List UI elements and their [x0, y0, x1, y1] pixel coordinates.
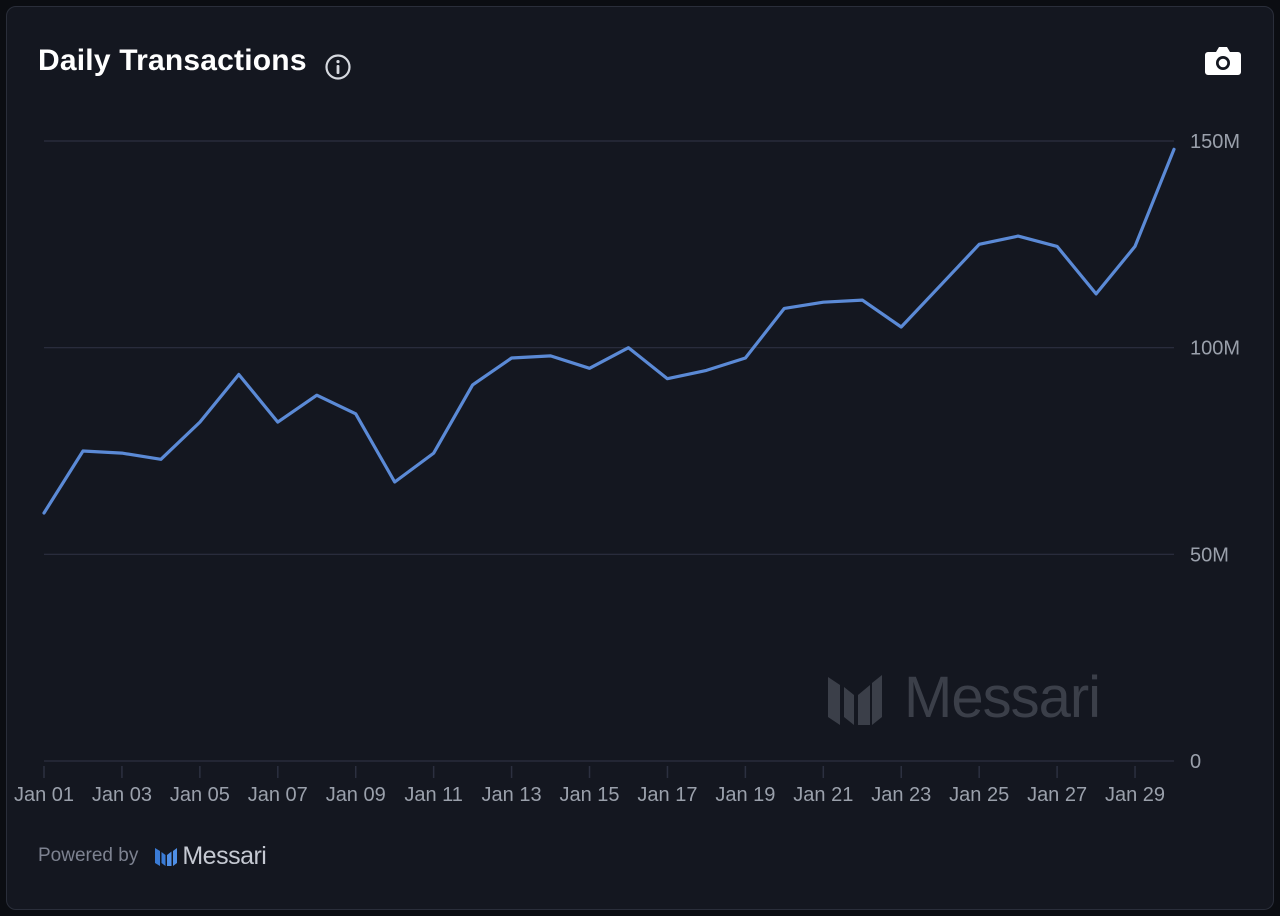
data-point[interactable]: [972, 237, 986, 251]
data-point[interactable]: [777, 301, 791, 315]
x-tick-label: Jan 03: [92, 784, 152, 806]
data-point[interactable]: [933, 279, 947, 293]
x-tick-label: Jan 13: [482, 784, 542, 806]
data-point[interactable]: [154, 452, 168, 466]
data-point[interactable]: [427, 446, 441, 460]
data-point[interactable]: [738, 351, 752, 365]
x-tick-label: Jan 09: [326, 784, 386, 806]
data-point[interactable]: [660, 372, 674, 386]
x-tick-label: Jan 01: [14, 784, 74, 806]
messari-brand-text: Messari: [182, 841, 267, 870]
data-point[interactable]: [699, 363, 713, 377]
x-tick-label: Jan 07: [248, 784, 308, 806]
x-tick-label: Jan 29: [1105, 784, 1165, 806]
data-point[interactable]: [37, 506, 51, 520]
series-line[interactable]: [42, 147, 1176, 515]
data-point[interactable]: [505, 351, 519, 365]
data-point[interactable]: [621, 341, 635, 355]
data-point[interactable]: [232, 368, 246, 382]
messari-footer-link[interactable]: Messari: [154, 841, 267, 871]
data-point[interactable]: [115, 446, 129, 460]
x-tick-label: Jan 21: [793, 784, 853, 806]
x-tick-label: Jan 23: [871, 784, 931, 806]
data-point[interactable]: [76, 444, 90, 458]
line-chart: 0 50M 100M 150M Jan 01 Jan 03 Jan 05 Jan 07 Jan…: [14, 131, 1240, 806]
chart-card: [6, 6, 1274, 910]
data-point[interactable]: [894, 320, 908, 334]
data-point[interactable]: [388, 475, 402, 489]
x-tick-label: Jan 05: [170, 784, 230, 806]
y-tick-label: 50M: [1190, 544, 1229, 566]
y-tick-label: 150M: [1190, 131, 1240, 153]
data-point[interactable]: [1011, 229, 1025, 243]
data-point[interactable]: [310, 388, 324, 402]
data-point[interactable]: [1167, 142, 1181, 156]
data-point[interactable]: [583, 361, 597, 375]
x-tick-label: Jan 27: [1027, 784, 1087, 806]
messari-logo-icon: [155, 848, 178, 866]
info-circle-icon[interactable]: [324, 53, 352, 81]
data-point[interactable]: [271, 415, 285, 429]
powered-by-label: Powered by: [38, 845, 139, 866]
y-tick-label: 100M: [1190, 338, 1240, 360]
data-point[interactable]: [1089, 287, 1103, 301]
messari-watermark-logo-icon: [828, 674, 882, 725]
x-tick-label: Jan 25: [949, 784, 1009, 806]
data-point[interactable]: [193, 415, 207, 429]
x-tick-label: Jan 15: [559, 784, 619, 806]
camera-icon[interactable]: [1204, 44, 1242, 78]
x-tick-label: Jan 17: [637, 784, 697, 806]
messari-watermark-text: Messari: [904, 665, 1101, 730]
data-point[interactable]: [855, 293, 869, 307]
messari-watermark: Messari: [826, 664, 1101, 731]
chart-title: Daily Transactions: [38, 44, 307, 77]
data-point[interactable]: [1050, 239, 1064, 253]
footer: Powered by Messari: [38, 841, 267, 871]
data-point[interactable]: [1128, 239, 1142, 253]
data-point[interactable]: [544, 349, 558, 363]
y-tick-label: 0: [1190, 751, 1201, 773]
x-tick-label: Jan 19: [715, 784, 775, 806]
x-tick-label: Jan 11: [404, 784, 463, 806]
data-point[interactable]: [349, 407, 363, 421]
data-point[interactable]: [466, 378, 480, 392]
data-point[interactable]: [816, 295, 830, 309]
